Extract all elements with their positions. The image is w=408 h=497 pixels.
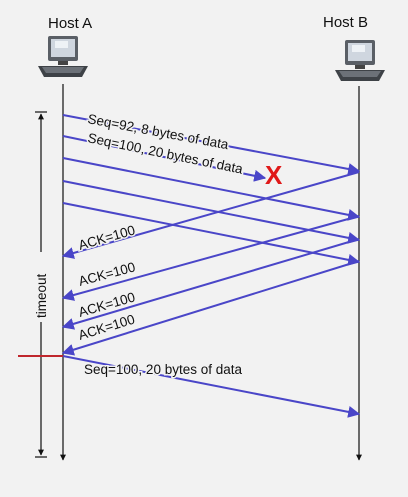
segment-seq100-lost — [62, 135, 267, 182]
host-b-label: Host B — [323, 14, 368, 31]
segment-seq92 — [62, 114, 361, 175]
label-seq100-retransmit: Seq=100, 20 bytes of data — [84, 362, 242, 377]
computer-icon — [38, 36, 88, 77]
ack-2 — [61, 215, 360, 301]
ack-4 — [61, 260, 360, 356]
segment-5 — [62, 202, 361, 266]
segment-3 — [62, 157, 361, 221]
timeout-interval — [32, 111, 50, 458]
label-ack-1: ACK=100 — [77, 222, 137, 252]
computer-icon — [335, 40, 385, 81]
segment-seq100-retransmit — [62, 355, 361, 418]
ack-3 — [61, 238, 360, 330]
message-labels: Seq=92, 8 bytes of data Seq=100, 20 byte… — [75, 110, 246, 379]
ack-1 — [61, 171, 360, 259]
label-ack-2: ACK=100 — [77, 259, 137, 289]
loss-x-icon: X — [265, 160, 283, 190]
host-a-label: Host A — [48, 15, 92, 32]
timeout-label: timeout — [34, 273, 49, 318]
